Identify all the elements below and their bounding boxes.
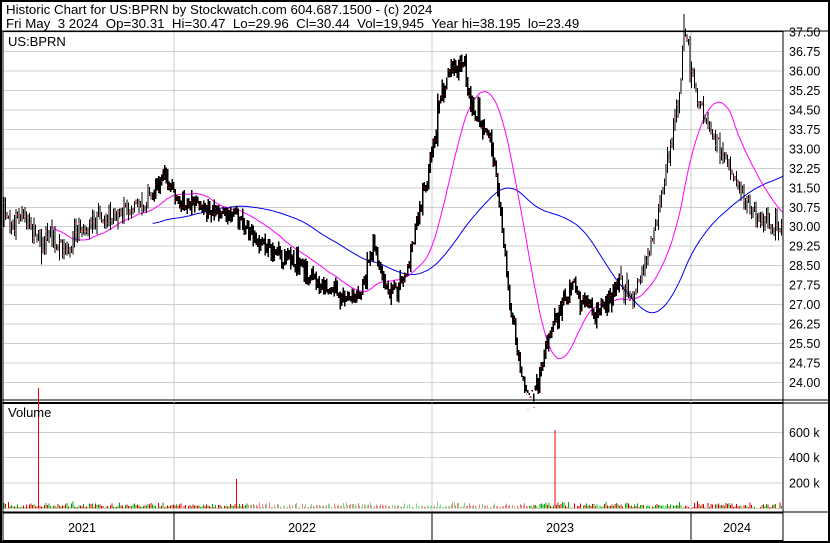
svg-text:26.25: 26.25 [789, 318, 820, 332]
svg-text:2021: 2021 [68, 521, 96, 535]
svg-text:27.00: 27.00 [789, 298, 820, 312]
svg-text:30.00: 30.00 [789, 220, 820, 234]
svg-text:27.75: 27.75 [789, 279, 820, 293]
svg-text:36.75: 36.75 [789, 45, 820, 59]
svg-text:36.00: 36.00 [789, 64, 820, 78]
svg-text:200 k: 200 k [789, 477, 820, 491]
svg-text:600 k: 600 k [789, 426, 820, 440]
svg-text:32.25: 32.25 [789, 162, 820, 176]
svg-text:24.75: 24.75 [789, 357, 820, 371]
svg-text:33.00: 33.00 [789, 142, 820, 156]
svg-text:34.50: 34.50 [789, 103, 820, 117]
svg-text:2022: 2022 [288, 521, 316, 535]
svg-text:33.75: 33.75 [789, 123, 820, 137]
svg-text:29.25: 29.25 [789, 240, 820, 254]
svg-text:37.50: 37.50 [789, 26, 820, 40]
svg-text:400 k: 400 k [789, 451, 820, 465]
svg-text:35.25: 35.25 [789, 84, 820, 98]
svg-text:30.75: 30.75 [789, 201, 820, 215]
svg-text:28.50: 28.50 [789, 259, 820, 273]
svg-text:31.50: 31.50 [789, 181, 820, 195]
svg-text:25.50: 25.50 [789, 337, 820, 351]
svg-text:2024: 2024 [723, 521, 751, 535]
svg-text:24.00: 24.00 [789, 376, 820, 390]
svg-text:2023: 2023 [546, 521, 574, 535]
